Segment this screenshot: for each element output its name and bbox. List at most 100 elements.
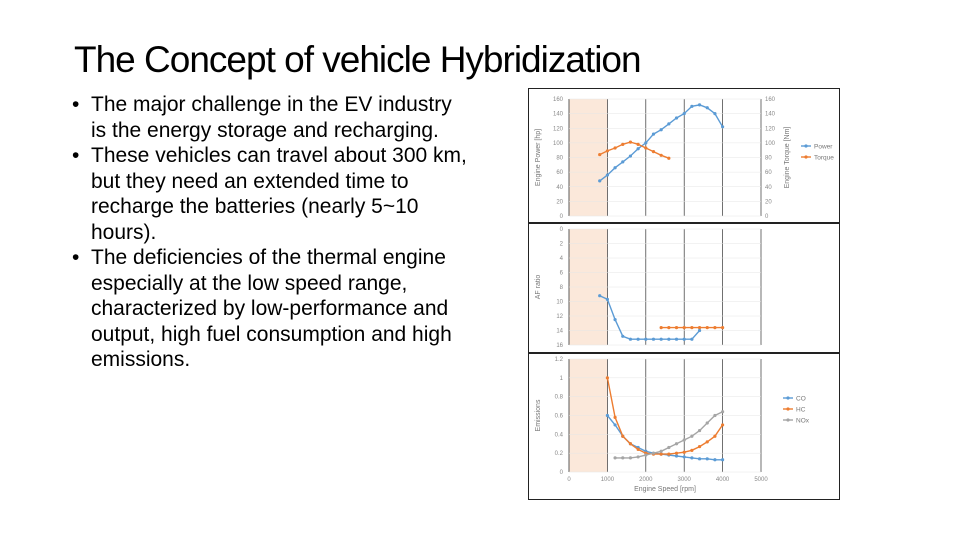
data-point bbox=[598, 294, 602, 298]
x-tick-label: 2000 bbox=[639, 477, 653, 483]
x-tick-label: 4000 bbox=[716, 477, 730, 483]
data-point bbox=[651, 150, 656, 154]
data-point bbox=[636, 447, 640, 451]
y2-tick-label: 160 bbox=[765, 97, 776, 103]
bullet-item: The major challenge in the EV industry i… bbox=[72, 92, 472, 143]
data-point bbox=[697, 428, 702, 433]
data-point bbox=[621, 160, 625, 164]
data-point bbox=[659, 326, 663, 330]
data-point bbox=[621, 334, 625, 338]
legend-label: Power bbox=[814, 144, 833, 151]
data-point bbox=[613, 146, 617, 150]
y-tick-label: 0 bbox=[560, 470, 564, 476]
data-point bbox=[659, 128, 663, 132]
data-point bbox=[598, 152, 602, 157]
data-point bbox=[674, 326, 679, 330]
data-point bbox=[674, 116, 679, 120]
data-point bbox=[697, 457, 702, 461]
data-point bbox=[667, 445, 671, 450]
data-point bbox=[674, 442, 679, 446]
data-point bbox=[628, 456, 633, 460]
x-tick-label: 1000 bbox=[601, 477, 615, 483]
data-point bbox=[697, 326, 702, 330]
data-point bbox=[705, 106, 709, 110]
data-point bbox=[659, 449, 663, 453]
data-point bbox=[628, 442, 633, 446]
data-point bbox=[721, 458, 725, 462]
y-tick-label: 16 bbox=[556, 343, 563, 349]
engine-charts-svg: 1601401201008060402001601401201008060402… bbox=[528, 88, 840, 500]
data-point bbox=[697, 103, 702, 107]
y2-tick-label: 0 bbox=[765, 214, 769, 220]
x-axis-label: Engine Speed [rpm] bbox=[634, 486, 696, 493]
data-point bbox=[659, 153, 663, 157]
legend-label: Torque bbox=[814, 155, 834, 162]
data-point bbox=[659, 452, 663, 456]
y-tick-label: 2 bbox=[560, 242, 564, 248]
engine-characteristics-figure: 160 140 120 100 80 60 40 20 0 160 140 120 100 80 60 40 2… bbox=[528, 88, 840, 500]
data-point bbox=[713, 112, 717, 116]
legend-marker bbox=[786, 407, 790, 411]
y-tick-label: 100 bbox=[553, 141, 564, 147]
bullet-item: The deficiencies of the thermal engine e… bbox=[72, 245, 472, 373]
data-point bbox=[690, 448, 694, 452]
y-tick-label: 0.4 bbox=[555, 432, 564, 438]
data-point bbox=[705, 440, 709, 444]
data-point bbox=[682, 337, 686, 341]
y-axis-label: Engine Power [hp] bbox=[535, 129, 542, 186]
data-point bbox=[651, 451, 656, 455]
data-point bbox=[713, 413, 717, 418]
data-point bbox=[605, 297, 609, 301]
data-point bbox=[721, 326, 725, 330]
y-tick-label: 0.6 bbox=[555, 414, 564, 420]
y-tick-label: 140 bbox=[553, 112, 564, 118]
data-point bbox=[605, 149, 609, 153]
data-point bbox=[667, 337, 671, 341]
legend-marker bbox=[804, 155, 808, 159]
data-point bbox=[667, 122, 671, 126]
data-point bbox=[682, 326, 686, 330]
data-point bbox=[628, 154, 633, 158]
data-point bbox=[659, 337, 663, 341]
data-point bbox=[613, 456, 617, 460]
y-tick-label: 1 bbox=[560, 376, 564, 382]
y2-tick-label: 100 bbox=[765, 141, 776, 147]
legend-label: CO bbox=[796, 396, 806, 403]
data-point bbox=[682, 112, 686, 116]
data-point bbox=[628, 140, 633, 144]
y-axis-label: AF ratio bbox=[535, 275, 542, 300]
data-point bbox=[621, 456, 625, 460]
legend-label: HC bbox=[796, 407, 806, 414]
data-point bbox=[713, 458, 717, 462]
y-tick-label: 0.8 bbox=[555, 395, 564, 401]
y-tick-label: 80 bbox=[556, 156, 563, 162]
data-point bbox=[644, 141, 648, 145]
data-point bbox=[636, 142, 640, 146]
y-tick-label: 40 bbox=[556, 185, 563, 191]
data-point bbox=[690, 104, 694, 108]
y-tick-label: 6 bbox=[560, 271, 564, 277]
data-point bbox=[721, 423, 725, 427]
data-point bbox=[721, 410, 725, 414]
y-tick-label: 20 bbox=[556, 199, 563, 205]
legend-marker bbox=[804, 144, 808, 148]
data-point bbox=[605, 376, 609, 380]
data-point bbox=[667, 452, 671, 456]
y-tick-label: 1.2 bbox=[555, 357, 564, 363]
bullet-list: The major challenge in the EV industry i… bbox=[72, 92, 472, 373]
data-point bbox=[713, 434, 717, 438]
data-point bbox=[636, 455, 640, 459]
y-tick-label: 60 bbox=[556, 170, 563, 176]
data-point bbox=[651, 337, 656, 341]
data-point bbox=[682, 438, 686, 442]
data-point bbox=[598, 179, 602, 183]
x-tick-label: 3000 bbox=[678, 477, 692, 483]
data-point bbox=[690, 434, 694, 438]
data-point bbox=[628, 337, 633, 341]
series-line bbox=[606, 377, 724, 455]
y-tick-label: 10 bbox=[556, 300, 563, 306]
data-point bbox=[690, 326, 694, 330]
y-tick-label: 12 bbox=[556, 314, 563, 320]
data-point bbox=[636, 337, 640, 341]
legend-label: NOx bbox=[796, 418, 810, 425]
